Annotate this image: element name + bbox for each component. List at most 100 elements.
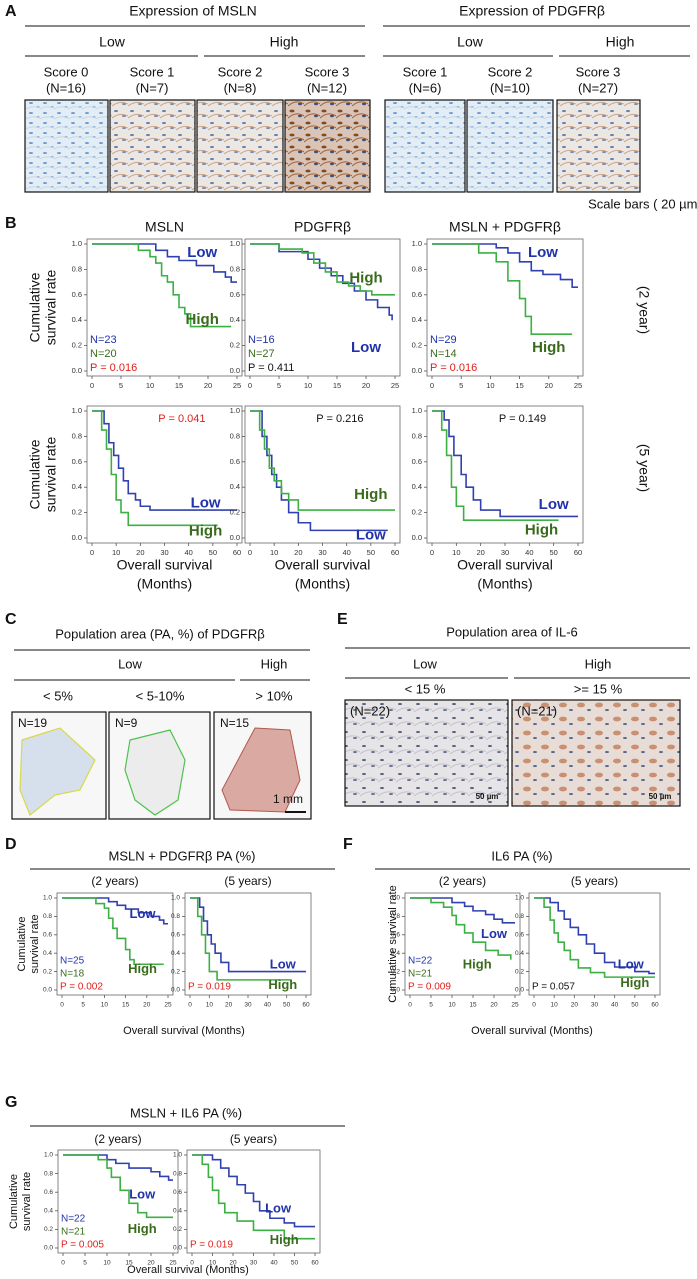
panel-label: B [5,215,17,232]
x-tick-label: 0 [90,548,94,557]
y-tick-label: 0.4 [44,1208,53,1215]
micrograph [196,99,284,193]
x-tick-label: 15 [515,381,523,390]
y-tick-label: 0.2 [412,508,422,517]
micrograph [556,99,641,193]
y-tick-label: 0.2 [44,1226,53,1233]
series-label: Low [481,926,508,941]
y-tick-label: 0.4 [72,482,82,491]
annotation: N=21 [408,969,433,980]
y-axis-label: Cumulative [16,916,28,971]
y-axis-label: survival rate [43,437,59,513]
score-count: (N=6) [409,80,442,95]
survival-curve [410,897,515,924]
range-label: < 15 % [405,681,446,696]
y-tick-label: 0.2 [171,968,180,975]
score-label: Score 3 [576,64,621,79]
survival-curve [432,410,578,518]
y-tick-label: 0.6 [230,290,240,299]
chart-title: (5 years) [230,1132,277,1146]
survival-curve [250,410,395,511]
survival-curve [92,410,218,527]
y-tick-label: 0.6 [44,1189,53,1196]
plot-frame [404,892,521,996]
x-tick-label: 30 [318,548,326,557]
y-tick-label: 1.0 [230,406,240,415]
x-tick-label: 25 [169,1260,177,1267]
x-tick-label: 0 [61,1260,65,1267]
x-tick-label: 25 [511,1002,519,1009]
series-label: High [354,486,387,503]
y-axis-label: Cumulative survival rate [387,885,399,1002]
y-tick-label: 0.0 [230,366,240,375]
series-label: Low [351,339,381,356]
x-tick-label: 0 [408,1002,412,1009]
survival-curve [63,1154,173,1181]
level-label: Low [413,656,437,671]
series-label: Low [270,957,297,972]
scale-label: 50 µm [649,792,672,801]
x-tick-label: 30 [501,548,509,557]
y-tick-label: 0.0 [230,533,240,542]
x-tick-label: 0 [430,548,434,557]
panel-title: MSLN + IL6 PA (%) [130,1105,242,1120]
annotation: P = 0.009 [408,982,451,993]
x-tick-label: 40 [525,548,533,557]
x-tick-label: 40 [611,1002,619,1009]
survival-curve [62,897,168,925]
x-tick-label: 10 [551,1002,559,1009]
side-label: (5 year) [636,444,652,492]
chart-title: (2 years) [94,1132,141,1146]
x-tick-label: 15 [469,1002,477,1009]
x-tick-label: 20 [476,548,484,557]
range-label: > 10% [255,688,293,703]
level-label: High [585,656,612,671]
x-tick-label: 10 [452,548,460,557]
series-label: High [186,311,219,328]
score-label: Score 1 [130,64,175,79]
y-axis-label: Cumulative [8,1174,20,1229]
panel-label: F [343,836,353,853]
series-label: Low [187,244,217,261]
y-tick-label: 0.4 [412,482,422,491]
annotation: N=22 [408,956,433,967]
y-tick-label: 0.4 [171,950,180,957]
y-tick-label: 0.8 [230,264,240,273]
panel-label: D [5,836,17,853]
plot-frame [86,238,243,377]
count-label: N=9 [115,716,138,730]
y-tick-label: 0.0 [412,366,422,375]
micrograph [511,699,681,807]
y-tick-label: 1.0 [72,239,82,248]
series-label: High [349,269,382,286]
x-tick-label: 60 [233,548,241,557]
x-tick-label: 0 [188,1002,192,1009]
score-count: (N=16) [46,80,86,95]
survival-curve [62,897,164,966]
scale-label: 1 mm [273,792,303,806]
panel-title: MSLN + PDGFRβ PA (%) [108,848,255,863]
y-tick-label: 1.0 [43,895,52,902]
y-axis-label: Cumulative [27,272,43,342]
x-axis-label: Overall survival (Months) [471,1025,593,1037]
survival-curve [432,410,559,522]
y-tick-label: 0.0 [515,987,524,994]
side-label: (2 year) [636,286,652,334]
y-axis-label: survival rate [29,914,41,973]
x-tick-label: 20 [229,1260,237,1267]
x-tick-label: 5 [429,1002,433,1009]
x-tick-label: 50 [209,548,217,557]
y-tick-label: 0.8 [173,1170,182,1177]
annotation: N=18 [60,969,85,980]
survival-curve [63,1154,173,1219]
y-tick-label: 1.0 [173,1152,182,1159]
x-tick-label: 20 [294,548,302,557]
panel-title: Population area of IL-6 [446,624,578,639]
series-label: High [128,961,157,976]
y-tick-label: 0.0 [72,366,82,375]
count-label: N=15 [220,716,249,730]
x-tick-label: 10 [270,548,278,557]
annotation: P = 0.019 [188,982,231,993]
y-axis-label: Cumulative [27,439,43,509]
y-tick-label: 0.8 [43,913,52,920]
